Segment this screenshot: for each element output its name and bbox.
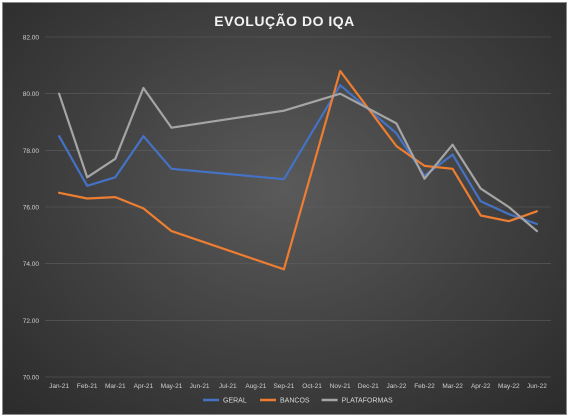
x-tick-labels: Jan-21 Feb-21 Mar-21 Apr-21 May-21 Jun-21 Jul-… — [49, 383, 547, 390]
legend-label-bancos: BANCOS — [280, 398, 310, 405]
series-layer — [57, 69, 539, 271]
x-tick-label: Oct-21 — [302, 383, 322, 390]
x-tick-label: Apr-21 — [134, 383, 154, 390]
x-tick-label: Aug-21 — [245, 383, 266, 390]
series-line-bancos — [57, 69, 539, 271]
line-chart: 70.00 72.00 74.00 76.00 78.00 80.00 82.00 Jan-… — [23, 35, 551, 405]
legend-label-geral: GERAL — [223, 398, 247, 405]
y-tick-label: 80.00 — [23, 91, 40, 98]
x-tick-label: Sep-21 — [273, 383, 294, 390]
x-tick-label: May-22 — [498, 383, 520, 390]
x-tick-label: Mar-21 — [105, 383, 126, 390]
x-tick-label: Jun-21 — [190, 383, 210, 390]
y-tick-labels: 70.00 72.00 74.00 76.00 78.00 80.00 82.00 — [23, 35, 40, 382]
x-tick-label: Feb-21 — [77, 383, 98, 390]
series-line-geral — [57, 84, 539, 226]
y-tick-label: 82.00 — [23, 35, 40, 42]
x-tick-label: Jan-22 — [386, 383, 406, 390]
x-tick-label: Mar-22 — [442, 383, 463, 390]
x-tick-label: Jun-22 — [527, 383, 547, 390]
y-tick-label: 78.00 — [23, 148, 40, 155]
y-tick-label: 70.00 — [23, 375, 40, 382]
legend-label-plataformas: PLATAFORMAS — [342, 398, 393, 405]
x-tick-label: Feb-22 — [414, 383, 435, 390]
x-tick-label: Apr-22 — [471, 383, 491, 390]
y-tick-label: 76.00 — [23, 205, 40, 212]
x-tick-label: Jan-21 — [49, 383, 69, 390]
y-tick-label: 74.00 — [23, 261, 40, 268]
x-tick-label: Nov-21 — [330, 383, 351, 390]
x-tick-label: Dec-21 — [358, 383, 379, 390]
chart-title: EVOLUÇÃO DO IQA — [214, 13, 355, 29]
x-tick-label: Jul-21 — [219, 383, 237, 390]
grid-layer — [45, 36, 551, 378]
x-tick-label: May-21 — [161, 383, 183, 390]
legend: GERAL BANCOS PLATAFORMAS — [203, 398, 393, 405]
y-tick-label: 72.00 — [23, 318, 40, 325]
series-line-plataformas — [57, 86, 539, 233]
